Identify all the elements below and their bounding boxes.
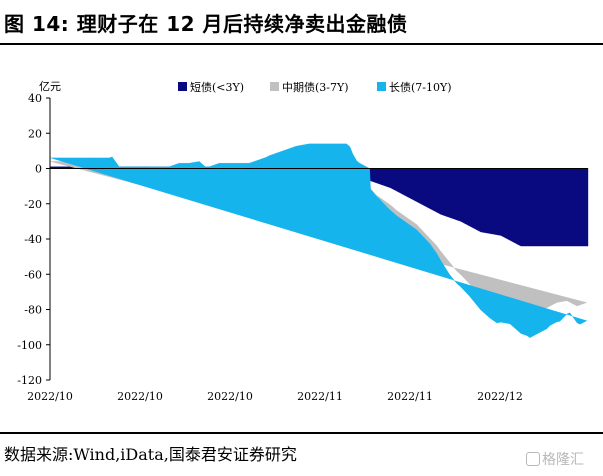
legend-label-0: 短债(<3Y) bbox=[190, 80, 244, 94]
x-tick-label: 2022/10 bbox=[117, 390, 163, 403]
y-tick-label: 0 bbox=[35, 163, 42, 176]
legend-swatch-1 bbox=[270, 82, 279, 91]
y-tick-label: -20 bbox=[24, 198, 42, 211]
x-axis: 2022/10 2022/10 2022/10 2022/11 2022/11 2022/… bbox=[27, 390, 523, 403]
y-tick-label: -60 bbox=[24, 268, 42, 281]
legend-swatch-2 bbox=[377, 82, 386, 91]
y-tick-label: 20 bbox=[28, 127, 42, 140]
area-long-term bbox=[50, 143, 588, 338]
legend-label-2: 长债(7-10Y) bbox=[389, 80, 452, 94]
source-rule bbox=[0, 432, 603, 434]
y-tick-label: -80 bbox=[24, 304, 42, 317]
watermark-text: 格隆汇 bbox=[542, 452, 584, 468]
x-tick-label: 2022/10 bbox=[207, 390, 253, 403]
y-tick-label: -100 bbox=[17, 339, 42, 352]
y-axis-label: 亿元 bbox=[39, 80, 61, 93]
title-rule bbox=[0, 43, 603, 45]
legend: 短债(<3Y) 中期债(3-7Y) 长债(7-10Y) bbox=[178, 80, 452, 94]
watermark: 格隆汇 bbox=[526, 449, 584, 469]
y-tick-label: -40 bbox=[24, 233, 42, 246]
x-tick-label: 2022/11 bbox=[297, 390, 343, 403]
x-tick-label: 2022/10 bbox=[27, 390, 73, 403]
chart-areas bbox=[49, 143, 589, 338]
y-axis: 40 20 0 -20 -40 -60 -80 -100 -120 bbox=[17, 92, 51, 387]
legend-label-1: 中期债(3-7Y) bbox=[282, 80, 349, 94]
figure-title: 图 14: 理财子在 12 月后持续净卖出金融债 bbox=[4, 12, 408, 36]
y-tick-label: -120 bbox=[17, 374, 42, 387]
x-tick-label: 2022/11 bbox=[387, 390, 433, 403]
legend-swatch-0 bbox=[178, 82, 187, 91]
y-tick-label: 40 bbox=[28, 92, 42, 105]
x-tick-label: 2022/12 bbox=[477, 390, 523, 403]
source-note: 数据来源:Wind,iData,国泰君安证券研究 bbox=[4, 445, 297, 464]
watermark-logo-icon bbox=[526, 452, 540, 466]
